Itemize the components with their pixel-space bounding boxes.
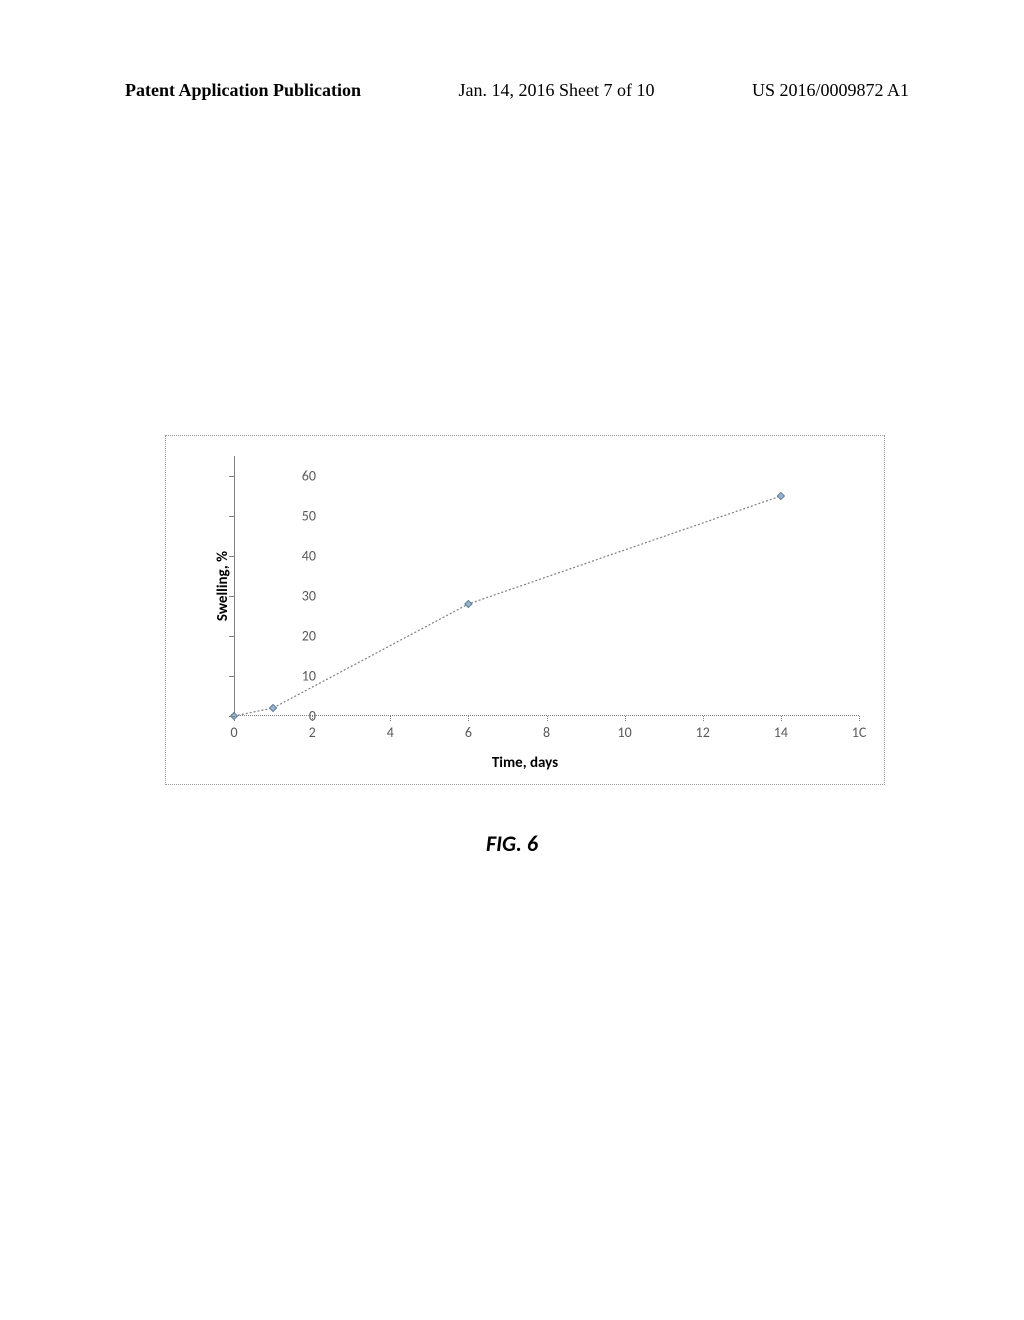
y-tick-label: 10	[302, 668, 316, 685]
y-tick	[229, 676, 234, 677]
y-tick-label: 0	[309, 708, 316, 725]
data-point-marker	[270, 704, 277, 711]
data-point-marker	[465, 600, 472, 607]
y-tick	[229, 476, 234, 477]
x-tick-label: 6	[465, 724, 472, 741]
y-tick	[229, 556, 234, 557]
y-tick-label: 40	[302, 548, 316, 565]
x-tick	[859, 716, 860, 721]
header-left: Patent Application Publication	[125, 80, 361, 101]
x-tick-label: 0	[230, 724, 237, 741]
data-series-line	[234, 496, 781, 716]
x-tick-label: 8	[543, 724, 550, 741]
y-tick-label: 60	[302, 468, 316, 485]
y-tick	[229, 596, 234, 597]
chart-container: Swelling, % Time, days 01020304050600246…	[165, 435, 885, 785]
x-tick	[547, 716, 548, 721]
y-tick-label: 50	[302, 508, 316, 525]
data-point-marker	[777, 492, 784, 499]
y-tick	[229, 636, 234, 637]
y-tick-label: 20	[302, 628, 316, 645]
x-tick-label: 14	[774, 724, 788, 741]
chart-plot-area	[234, 456, 859, 716]
page-header: Patent Application Publication Jan. 14, …	[0, 80, 1024, 101]
x-tick	[625, 716, 626, 721]
x-tick	[703, 716, 704, 721]
header-right: US 2016/0009872 A1	[752, 80, 909, 101]
y-tick-label: 30	[302, 588, 316, 605]
y-tick	[229, 516, 234, 517]
x-axis-title: Time, days	[492, 754, 558, 772]
chart-svg	[234, 456, 859, 716]
x-tick	[468, 716, 469, 721]
x-tick	[234, 716, 235, 721]
x-tick-label: 1C	[852, 724, 867, 741]
x-tick-label: 2	[309, 724, 316, 741]
x-tick	[781, 716, 782, 721]
y-axis-title: Swelling, %	[214, 551, 232, 621]
figure-caption: FIG. 6	[0, 830, 1024, 857]
x-tick-label: 12	[696, 724, 710, 741]
x-tick-label: 10	[618, 724, 632, 741]
x-tick-label: 4	[387, 724, 394, 741]
x-tick	[390, 716, 391, 721]
header-center: Jan. 14, 2016 Sheet 7 of 10	[459, 80, 655, 101]
